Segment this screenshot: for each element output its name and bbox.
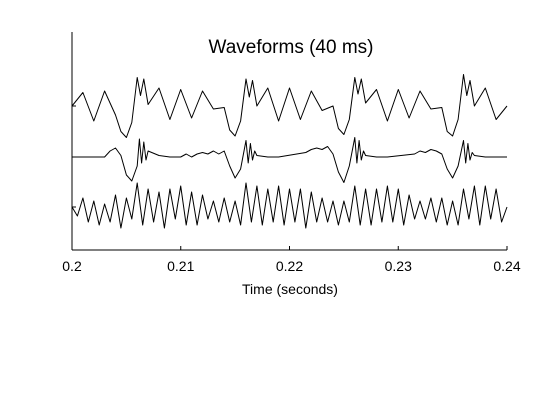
x-tick-label: 0.21 [167, 258, 194, 274]
x-axis: 0.2 0.21 0.22 0.23 0.24 [62, 246, 521, 274]
x-tick-label: 0.24 [493, 258, 520, 274]
waveform-trace-2 [72, 137, 507, 183]
waveform-trace-3 [71, 182, 508, 229]
x-ticks [71, 246, 508, 250]
x-tick-label: 0.2 [62, 258, 82, 274]
x-tick-label: 0.23 [385, 258, 412, 274]
plot-area [71, 32, 508, 250]
x-axis-label: Time (seconds) [242, 281, 338, 297]
waveform-trace-1 [71, 74, 508, 138]
traces [71, 74, 508, 229]
x-tick-labels: 0.2 0.21 0.22 0.23 0.24 [62, 258, 521, 274]
x-tick-label: 0.22 [276, 258, 303, 274]
chart-title: Waveforms (40 ms) [208, 37, 373, 58]
